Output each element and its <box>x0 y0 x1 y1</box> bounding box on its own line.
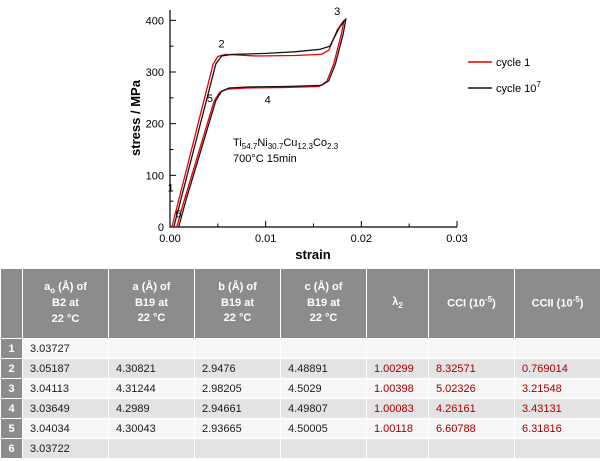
lattice-parameters-table: ao (Å) of B2 at 22 °C a (Å) of B19 at 22 … <box>0 268 600 459</box>
y-tick-label: 400 <box>146 15 164 27</box>
heat-treatment-annotation: 700°C 15min <box>233 153 297 165</box>
y-axis-title: stress / MPa <box>128 79 143 156</box>
table-cell: 3.03649 <box>22 398 109 419</box>
table-cell: 4.49807 <box>280 398 367 419</box>
table-row-5: 5 3.04034 4.30043 2.93665 4.50005 1.00118 6.60… <box>0 418 600 439</box>
point-label-6: 6 <box>175 208 181 220</box>
table-cell: 4.31244 <box>108 378 195 399</box>
table-row-4: 4 3.03649 4.2989 2.94661 4.49807 1.00083 4.261… <box>0 398 600 419</box>
table-cell: 4.30043 <box>108 418 195 439</box>
table-row-3: 3 3.04113 4.31244 2.98205 4.5029 1.00398 5.023… <box>0 378 600 399</box>
column-header-6: CCI (10-5) <box>428 268 515 339</box>
table-cell: 3.05187 <box>22 358 109 379</box>
table-cell <box>514 438 600 459</box>
table-cell: 0.769014 <box>514 358 600 379</box>
stress-strain-plot: 0 100 200 300 400 0.00 0.01 0.02 0.03 strain stres… <box>128 6 541 262</box>
table-cell: 4.48891 <box>280 358 367 379</box>
column-header-1: ao (Å) of B2 at 22 °C <box>22 268 109 339</box>
legend-label-2: cycle 107 <box>496 80 541 95</box>
row-index: 2 <box>0 358 23 379</box>
table-cell: 3.04113 <box>22 378 109 399</box>
column-header-3: b (Å) of B19 at 22 °C <box>194 268 281 339</box>
row-index: 5 <box>0 418 23 439</box>
table-cell <box>428 438 515 459</box>
table-row-2: 2 3.05187 4.30821 2.9476 4.48891 1.00299 8.325… <box>0 358 600 379</box>
table-cell: 4.2989 <box>108 398 195 419</box>
table-header-row: ao (Å) of B2 at 22 °C a (Å) of B19 at 22 … <box>0 268 600 339</box>
series-curve-1 <box>171 19 345 228</box>
table-cell <box>108 438 195 459</box>
point-label-5: 5 <box>207 93 213 105</box>
y-tick-label: 300 <box>146 67 164 79</box>
column-header-2: a (Å) of B19 at 22 °C <box>108 268 195 339</box>
x-tick-label: 0.00 <box>159 233 180 245</box>
series-curve-2 <box>173 18 347 228</box>
y-tick-label: 200 <box>146 119 164 131</box>
table-corner-cell <box>0 268 23 339</box>
table-cell <box>280 338 367 359</box>
point-label-1: 1 <box>168 182 174 194</box>
table-cell: 6.31816 <box>514 418 600 439</box>
table-cell: 1.00398 <box>366 378 429 399</box>
table-cell <box>366 438 429 459</box>
table-cell: 4.5029 <box>280 378 367 399</box>
stress-strain-chart: 0 100 200 300 400 0.00 0.01 0.02 0.03 strain stres… <box>128 6 541 262</box>
point-label-2: 2 <box>218 38 224 50</box>
point-label-4: 4 <box>265 95 271 107</box>
composition-annotation: Ti54.7Ni30.7Cu12.3Co2.3 <box>233 137 339 151</box>
x-tick-label: 0.01 <box>255 233 276 245</box>
row-index: 1 <box>0 338 23 359</box>
table-cell: 8.32571 <box>428 358 515 379</box>
legend-label-1: cycle 1 <box>496 57 530 69</box>
table-cell: 6.60788 <box>428 418 515 439</box>
table-cell: 3.03727 <box>22 338 109 359</box>
y-tick-label: 0 <box>158 222 164 234</box>
table-cell <box>366 338 429 359</box>
table-cell: 3.43131 <box>514 398 600 419</box>
table-row-6: 6 3.03722 <box>0 438 600 459</box>
x-tick-label: 0.03 <box>446 233 467 245</box>
axes <box>169 10 457 228</box>
table-cell: 4.26161 <box>428 398 515 419</box>
table-cell: 5.02326 <box>428 378 515 399</box>
table-cell <box>108 338 195 359</box>
column-header-7: CCII (10-5) <box>514 268 600 339</box>
table-cell: 2.98205 <box>194 378 281 399</box>
column-header-5: λ2 <box>366 268 429 339</box>
table-cell <box>514 338 600 359</box>
row-index: 4 <box>0 398 23 419</box>
table-cell: 3.03722 <box>22 438 109 459</box>
table-cell <box>194 338 281 359</box>
table-cell <box>280 438 367 459</box>
table-cell: 3.04034 <box>22 418 109 439</box>
table-cell <box>428 338 515 359</box>
table-cell: 4.50005 <box>280 418 367 439</box>
table-cell: 1.00083 <box>366 398 429 419</box>
table-cell: 1.00299 <box>366 358 429 379</box>
x-tick-label: 0.02 <box>351 233 372 245</box>
row-index: 3 <box>0 378 23 399</box>
table-cell: 2.9476 <box>194 358 281 379</box>
x-axis-title: strain <box>295 247 330 262</box>
y-tick-label: 100 <box>146 170 164 182</box>
row-index: 6 <box>0 438 23 459</box>
point-label-3: 3 <box>334 6 340 18</box>
table-cell: 1.00118 <box>366 418 429 439</box>
table-body: 1 3.03727 2 3.05187 4.30821 2.9476 4.48891 1.00… <box>0 338 600 459</box>
column-header-4: c (Å) of B19 at 22 °C <box>280 268 367 339</box>
table-row-1: 1 3.03727 <box>0 338 600 359</box>
table-cell <box>194 438 281 459</box>
table-cell: 2.94661 <box>194 398 281 419</box>
table-cell: 2.93665 <box>194 418 281 439</box>
table-cell: 4.30821 <box>108 358 195 379</box>
table-cell: 3.21548 <box>514 378 600 399</box>
